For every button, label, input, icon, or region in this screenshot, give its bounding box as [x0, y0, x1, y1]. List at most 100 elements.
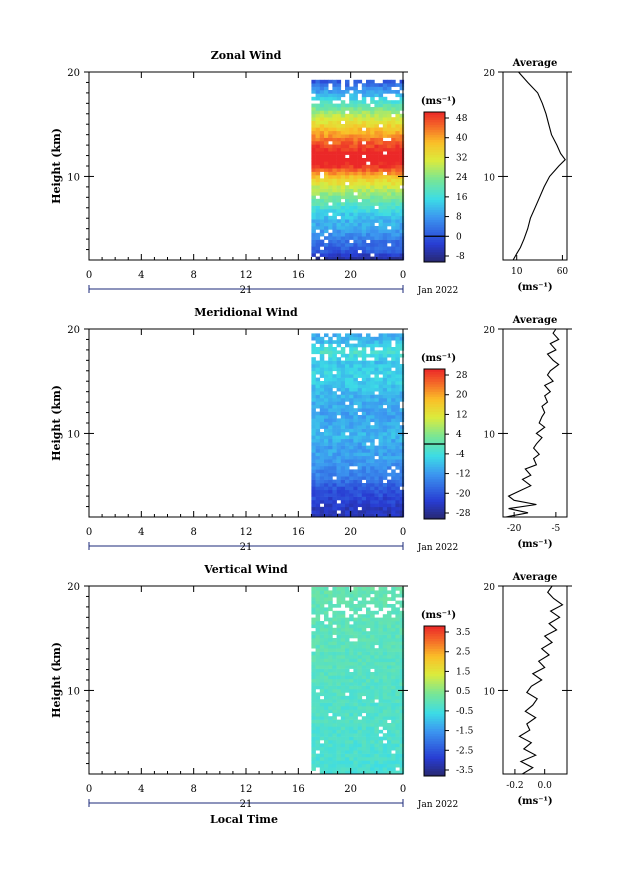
heatmap-cell — [374, 86, 379, 91]
heatmap-cell — [382, 445, 388, 450]
heatmap-cell — [345, 442, 350, 446]
heatmap-cell — [370, 353, 375, 358]
heatmap-cell — [357, 678, 363, 683]
heatmap-cell — [353, 729, 358, 734]
colorbar-swatch — [424, 406, 445, 410]
heatmap-cell — [353, 83, 358, 87]
heatmap-cell — [345, 394, 350, 399]
heatmap-cell — [319, 364, 325, 368]
heatmap-cell — [395, 729, 400, 734]
heatmap-cell — [336, 706, 342, 710]
heatmap-cell — [349, 689, 354, 693]
heatmap-cell — [328, 689, 333, 693]
heatmap-cell — [349, 113, 354, 118]
heatmap-cell — [311, 597, 316, 601]
heatmap-cell — [315, 198, 321, 203]
heatmap-cell — [370, 113, 375, 118]
heatmap-cell — [399, 249, 405, 254]
heatmap-cell — [382, 706, 388, 710]
heatmap-cell — [349, 712, 354, 717]
average-title: Average — [512, 58, 558, 69]
heatmap-cell — [378, 604, 384, 608]
heatmap-cell — [311, 672, 316, 676]
heatmap-cell — [399, 506, 405, 511]
heatmap-cell — [382, 770, 388, 775]
colorbar-swatch — [424, 696, 445, 699]
heatmap-cell — [378, 661, 384, 666]
heatmap-cell — [328, 763, 333, 768]
heatmap-cell — [324, 205, 329, 210]
heatmap-cell — [311, 415, 316, 419]
colorbar-swatch — [424, 706, 445, 709]
heatmap-cell — [315, 232, 321, 237]
heatmap-cell — [374, 377, 379, 382]
heatmap-cell — [340, 353, 346, 358]
heatmap-cell — [382, 226, 388, 230]
heatmap-cell — [382, 638, 388, 642]
heatmap-cell — [395, 627, 400, 632]
heatmap-cell — [391, 740, 396, 744]
heatmap-cell — [374, 638, 379, 642]
heatmap-cell — [366, 723, 371, 727]
heatmap-cell — [315, 489, 321, 494]
heatmap-cell — [315, 472, 321, 477]
colorbar-swatch — [424, 169, 445, 173]
heatmap-cell — [395, 770, 400, 775]
heatmap-cell — [319, 631, 325, 635]
heatmap-cell — [324, 404, 329, 409]
heatmap-cell — [382, 665, 388, 669]
heatmap-cell — [311, 442, 316, 446]
heatmap-cell — [395, 682, 400, 686]
heatmap-cell — [345, 493, 350, 497]
heatmap-cell — [391, 472, 396, 477]
heatmap-cell — [374, 384, 379, 389]
heatmap-cell — [382, 466, 388, 470]
heatmap-cell — [366, 489, 371, 494]
heatmap-cell — [328, 743, 333, 748]
heatmap-cell — [395, 489, 400, 494]
heatmap-cell — [382, 597, 388, 601]
heatmap-cell — [395, 500, 400, 504]
heatmap-cell — [311, 236, 316, 240]
heatmap-cell — [366, 621, 371, 625]
colorbar-swatch — [424, 224, 445, 228]
heatmap-cell — [328, 452, 333, 457]
heatmap-cell — [332, 103, 337, 108]
heatmap-cell — [357, 120, 363, 125]
heatmap-cell — [311, 404, 316, 409]
heatmap-cell — [378, 590, 384, 595]
heatmap-cell — [311, 124, 316, 128]
heatmap-cell — [311, 476, 316, 480]
heatmap-cell — [357, 404, 363, 409]
heatmap-cell — [332, 699, 337, 703]
heatmap-cell — [353, 452, 358, 457]
heatmap-cell — [378, 621, 384, 625]
heatmap-cell — [366, 716, 371, 720]
heatmap-cell — [387, 178, 392, 183]
heatmap-cell — [366, 740, 371, 744]
heatmap-cell — [378, 459, 384, 463]
heatmap-cell — [328, 736, 333, 741]
heatmap-cell — [382, 472, 388, 477]
heatmap-cell — [340, 401, 346, 406]
heatmap-cell — [370, 246, 375, 251]
heatmap-cell — [391, 719, 396, 724]
x-tick-label: 0 — [400, 527, 406, 538]
heatmap-cell — [357, 219, 363, 223]
heatmap-cell — [324, 689, 329, 693]
heatmap-cell — [370, 729, 375, 734]
heatmap-cell — [382, 144, 388, 149]
colorbar-swatch — [424, 511, 445, 515]
heatmap-cell — [378, 753, 384, 758]
heatmap-cell — [391, 381, 396, 385]
heatmap-cell — [311, 418, 316, 423]
heatmap-cell — [315, 641, 321, 646]
heatmap-cell — [319, 347, 325, 351]
heatmap-cell — [328, 428, 333, 433]
heatmap-cell — [328, 449, 333, 453]
heatmap-cell — [399, 353, 405, 358]
heatmap-cell — [345, 709, 350, 714]
heatmap-cell — [399, 374, 405, 378]
heatmap-cell — [374, 641, 379, 646]
heatmap-cell — [336, 168, 342, 172]
